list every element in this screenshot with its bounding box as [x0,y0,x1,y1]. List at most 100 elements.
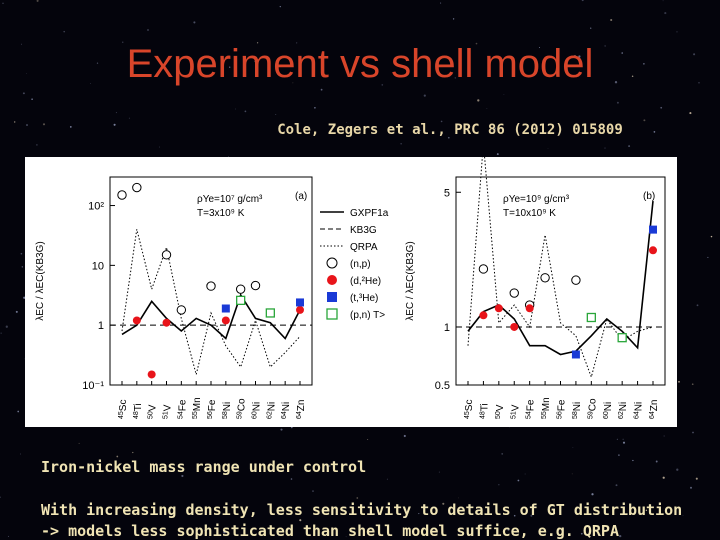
star [580,532,583,535]
star [610,18,613,22]
star [619,534,622,538]
d2he-data-point [221,316,230,325]
star [228,156,229,157]
star [63,30,65,33]
star [538,46,541,49]
star [147,29,149,31]
star [616,101,619,104]
y-axis-label: λEC / λEC(KB3G) [35,241,46,320]
star [24,358,26,360]
star [113,123,116,126]
star [653,131,656,133]
y-axis-label: λEC / λEC(KB3G) [405,241,416,320]
star [477,99,480,102]
star [513,514,516,517]
star [275,114,277,115]
star [304,466,308,469]
x-tick-label: 64Ni [634,402,645,419]
star [42,123,46,126]
star [531,505,533,507]
star [204,529,206,531]
x-tick-label: 60Ni [603,402,614,419]
star [208,536,210,538]
legend-marker [327,292,337,302]
star [573,55,577,58]
star [90,83,91,84]
d2he-data-point [479,311,488,320]
x-tick-label: 45Sc [464,400,475,419]
x-tick-label: 60Ni [252,402,263,419]
star [5,325,8,328]
x-tick-label: 51V [510,404,521,419]
star [643,63,645,65]
star [115,112,117,114]
star [447,136,450,139]
star [517,479,520,482]
star [23,296,26,299]
star [696,304,699,307]
pn-data-point [617,333,627,343]
x-tick-label: 62Ni [266,402,277,419]
star [710,235,713,238]
x-tick-label: 45Sc [118,400,129,419]
star [507,528,510,531]
condition-label: T=10x10⁹ K [503,208,556,219]
star [193,21,196,24]
x-tick-label: 55Mn [192,397,203,419]
legend-label: (n,p) [350,259,371,270]
np-data-point [235,284,246,294]
star [223,531,226,534]
star [547,148,549,150]
star [244,110,247,113]
star [660,106,663,109]
np-data-point [206,281,216,291]
star [578,55,581,58]
star [452,18,455,20]
y-tick-label: 0.5 [435,380,450,392]
star [616,438,618,440]
legend: GXPF1a KB3G QRPA (n,p) (d,²He) (t,³He) (p,n) T… [320,208,389,321]
star [419,129,421,132]
pn-data-point [265,308,275,318]
star [692,431,694,434]
star [498,484,500,486]
y-tick-label: 10² [88,201,104,213]
star [480,529,482,530]
x-tick-label: 56Fe [557,399,568,419]
legend-marker [327,275,337,285]
x-tick-label: 59Co [587,398,598,419]
star [320,88,323,91]
star [440,2,442,4]
star [356,497,359,499]
star [707,256,709,258]
legend-label: (t,³He) [350,293,378,304]
star [26,73,28,74]
star [312,490,314,492]
star [614,81,618,84]
np-data-point [571,275,581,285]
star [267,74,270,78]
legend-label: GXPF1a [350,208,389,219]
legend-label: KB3G [350,225,377,236]
star [0,332,2,334]
star [572,447,574,448]
star [655,460,658,463]
d2he-data-point [132,316,141,325]
d2he-data-point [147,370,156,379]
t3he-data-point [649,225,657,234]
star [13,121,16,123]
star [604,147,606,149]
x-tick-label: 51V [163,404,174,419]
y-tick-label: 1 [444,322,450,334]
star [423,94,426,97]
condition-label: ρYe=10⁹ g/cm³ [503,194,570,205]
star [454,77,457,79]
np-data-point [132,182,142,193]
star [386,478,388,480]
star [632,459,634,462]
star [253,61,255,62]
slide-title: Experiment vs shell model [126,42,594,86]
star [36,144,38,146]
star [229,66,231,68]
x-tick-label: 58Ni [572,402,583,419]
